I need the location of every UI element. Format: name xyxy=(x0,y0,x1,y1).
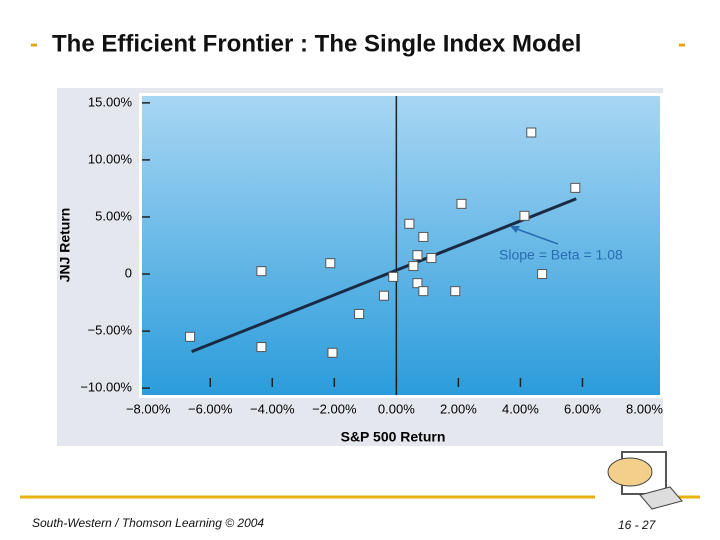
clipart xyxy=(607,451,683,510)
annotation: Slope = Beta = 1.08 xyxy=(499,247,623,263)
y-tick-label: 10.00% xyxy=(88,151,133,166)
point xyxy=(354,308,365,319)
point xyxy=(412,278,423,289)
x-tick-label: −8.00% xyxy=(126,401,171,416)
point xyxy=(327,347,338,358)
y-axis-title: JNJ Return xyxy=(57,208,73,283)
point xyxy=(519,210,530,221)
point xyxy=(412,250,423,261)
x-tick-label: −2.00% xyxy=(312,401,357,416)
point xyxy=(418,286,429,297)
annotation-arrowhead xyxy=(510,226,520,233)
annotation-arrow xyxy=(513,227,559,245)
y-tick-label: 5.00% xyxy=(95,208,132,223)
x-tick-label: 6.00% xyxy=(564,401,601,416)
y-tick-label: 15.00% xyxy=(88,94,133,109)
y-tick-label: 0 xyxy=(125,265,132,280)
point xyxy=(408,261,419,272)
title-dash: - xyxy=(678,30,686,57)
point xyxy=(256,266,267,277)
point xyxy=(256,342,267,353)
fit-line xyxy=(191,197,577,354)
point xyxy=(450,286,461,297)
y-tick-label: −10.00% xyxy=(80,380,132,395)
point xyxy=(570,182,581,193)
point xyxy=(185,331,196,342)
plot-area xyxy=(142,96,660,395)
slide-title: The Efficient Frontier : The Single Inde… xyxy=(52,30,581,57)
page-number: 16 - 27 xyxy=(618,518,657,532)
x-tick-label: 4.00% xyxy=(502,401,539,416)
y-tick-label: −5.00% xyxy=(88,323,133,338)
x-tick-label: 0.00% xyxy=(378,401,415,416)
point xyxy=(388,271,399,282)
point xyxy=(537,269,548,280)
x-axis-title: S&P 500 Return xyxy=(341,429,446,445)
x-tick-label: 2.00% xyxy=(440,401,477,416)
point xyxy=(426,253,437,264)
point xyxy=(418,231,429,242)
x-tick-label: 8.00% xyxy=(626,401,663,416)
point xyxy=(325,258,336,269)
footer-text: South-Western / Thomson Learning © 2004 xyxy=(32,516,264,530)
point xyxy=(456,198,467,209)
title-dash: - xyxy=(30,30,38,57)
x-tick-label: −6.00% xyxy=(188,401,233,416)
point xyxy=(526,127,537,138)
point xyxy=(378,290,389,301)
point xyxy=(404,218,415,229)
x-tick-label: −4.00% xyxy=(250,401,295,416)
